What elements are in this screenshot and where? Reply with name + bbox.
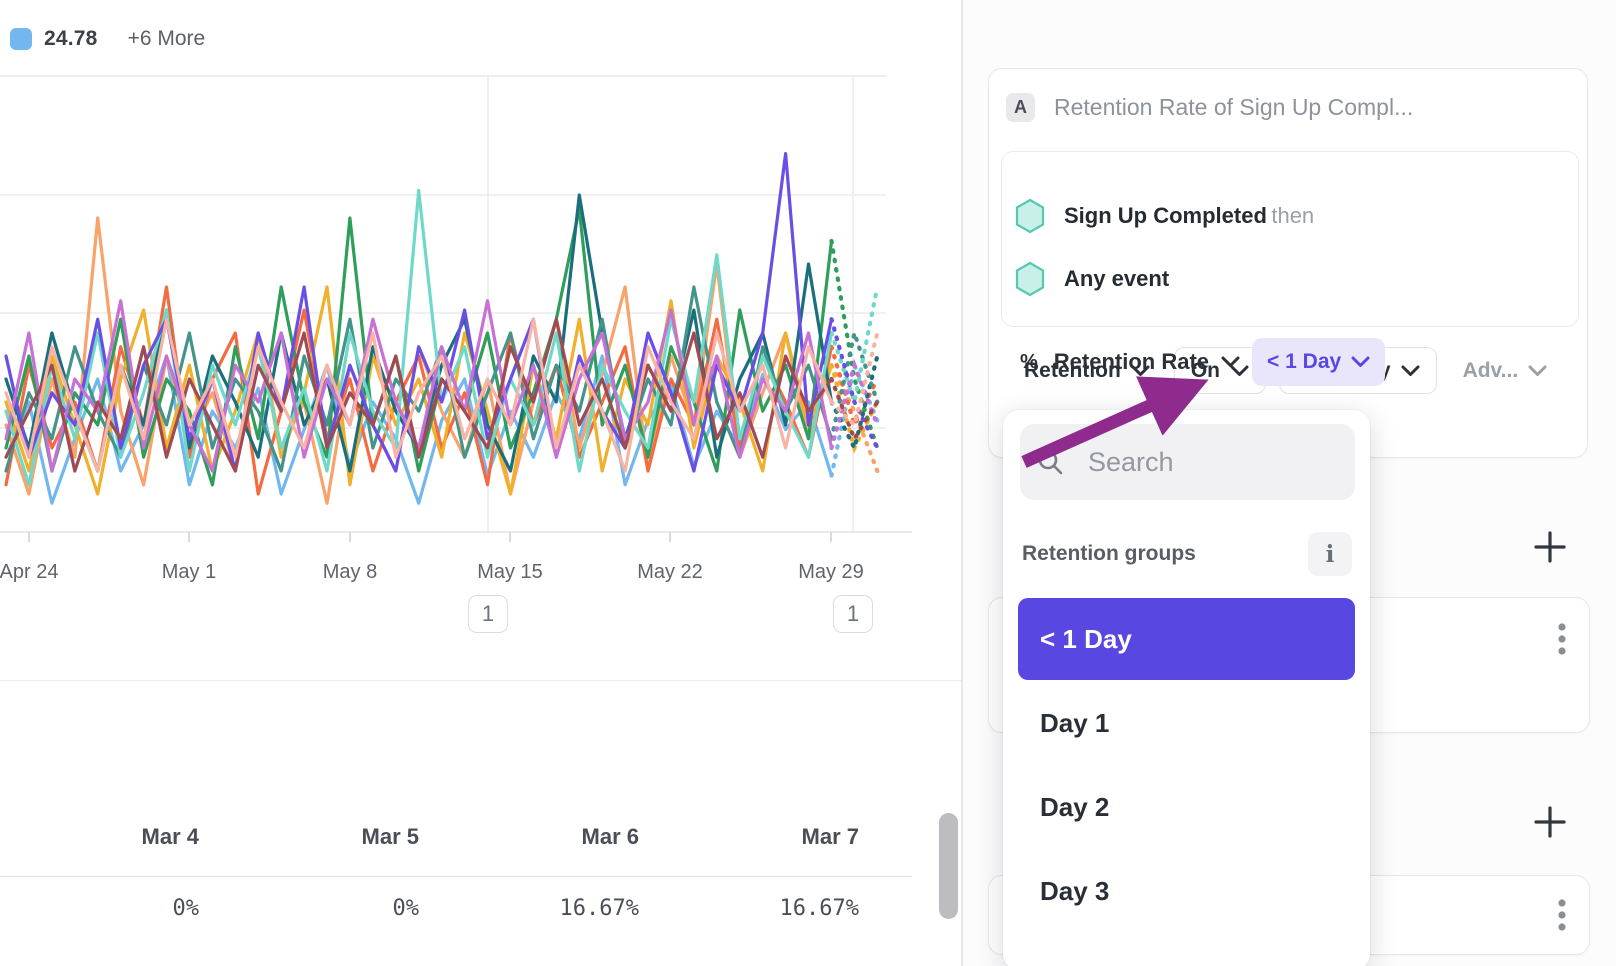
- chart-series-forecast-series-9: [829, 317, 880, 451]
- event-row-1[interactable]: Sign Up Completed then: [1015, 198, 1315, 234]
- interval-dropdown-menu: Retention groups i < 1 Day Day 1 Day 2 Day …: [1003, 410, 1370, 966]
- chart-series-series-11: [4, 317, 834, 473]
- chart-series-series-4: [4, 285, 834, 496]
- interval-option-day-2[interactable]: Day 2: [1040, 791, 1110, 822]
- table-header: Mar 5: [361, 824, 419, 849]
- panel-divider: [961, 0, 963, 966]
- chart-series-series-12: [4, 317, 834, 473]
- measure-row: % Retention Rate < 1 Day: [1020, 338, 1386, 386]
- chart-series-forecast-series-3: [829, 344, 880, 431]
- add-card-button[interactable]: [1533, 805, 1567, 839]
- chart-series-series-10: [4, 299, 834, 473]
- x-tick-label: May 22: [637, 561, 703, 583]
- chart-series-forecast-series-5: [829, 238, 880, 451]
- interval-option-day-1[interactable]: Day 1: [1040, 707, 1110, 738]
- chart-series-forecast-series-11: [829, 376, 880, 444]
- chevron-down-icon: [1528, 365, 1547, 376]
- advanced-dropdown[interactable]: Adv...: [1463, 359, 1548, 383]
- chart-series-series-9: [4, 152, 834, 473]
- interval-options-list: < 1 Day Day 1 Day 2 Day 3 Day 4: [1018, 598, 1355, 966]
- x-tick-label: May 15: [477, 561, 543, 583]
- x-tick-label: May 29: [798, 561, 864, 583]
- query-letter-badge: A: [1006, 93, 1035, 122]
- event-name[interactable]: Sign Up Completed: [1064, 203, 1267, 228]
- chevron-down-icon: [1351, 356, 1370, 367]
- interval-option-day-3[interactable]: Day 3: [1040, 875, 1110, 906]
- kebab-menu-icon[interactable]: [1557, 898, 1567, 934]
- event-row-2[interactable]: Any event: [1015, 261, 1170, 297]
- chevron-down-icon[interactable]: [1221, 356, 1240, 368]
- table-header: Mar 4: [141, 824, 199, 849]
- event-hexagon-icon: [1015, 198, 1045, 234]
- event-hexagon-icon: [1015, 261, 1045, 297]
- annotation-count-badge[interactable]: 1: [468, 595, 508, 633]
- vertical-scrollbar-thumb[interactable]: [939, 813, 958, 919]
- chart-legend: 24.78 +6 More: [10, 27, 205, 51]
- chevron-down-icon: [1230, 365, 1249, 376]
- chart-series-forecast-series-4: [829, 363, 880, 454]
- chart-series-forecast-series-8: [829, 284, 880, 411]
- annotation-count-badge[interactable]: 1: [833, 595, 873, 633]
- group-label: Retention groups: [1022, 542, 1196, 565]
- measure-dropdown[interactable]: Retention Rate: [1053, 349, 1210, 374]
- retention-mode-dropdown[interactable]: Retention: [1024, 359, 1150, 383]
- chart-panel: 24.78 +6 More Apr 24 May 1 May 8 May 15 May …: [0, 27, 961, 921]
- table-header: Mar 6: [581, 824, 639, 849]
- table-value: 16.67%: [779, 896, 859, 921]
- event-name[interactable]: Any event: [1064, 266, 1170, 291]
- table-header: Mar 7: [801, 824, 859, 849]
- x-tick-label: May 1: [161, 561, 217, 583]
- x-tick-label: Apr 24: [0, 561, 59, 583]
- event-group-card: Sign Up Completed then Any event Retenti…: [1001, 151, 1579, 394]
- chart-series-forecast-series-12: [829, 330, 880, 430]
- info-icon[interactable]: i: [1308, 532, 1352, 576]
- table-value: 16.67%: [559, 896, 639, 921]
- retention-line-chart: [0, 75, 912, 542]
- event-then-label: then: [1271, 203, 1315, 228]
- legend-more-toggle[interactable]: +6 More: [127, 27, 206, 50]
- x-tick-label: May 8: [322, 561, 378, 583]
- legend-value[interactable]: 24.78: [44, 27, 98, 50]
- chart-series-forecast-series-10: [829, 358, 880, 451]
- interval-option-1-day[interactable]: < 1 Day: [1018, 598, 1355, 680]
- table-divider: [0, 876, 912, 877]
- section-divider: [0, 680, 961, 681]
- interval-option-day-4[interactable]: Day 4: [1018, 934, 1355, 966]
- search-box[interactable]: [1020, 424, 1355, 500]
- add-card-button[interactable]: [1533, 530, 1567, 564]
- query-card: A Retention Rate of Sign Up Compl... Sig…: [988, 68, 1588, 458]
- chart-series-series-8: [4, 188, 834, 487]
- table-value: 0%: [172, 896, 200, 921]
- search-input[interactable]: [1086, 445, 1330, 479]
- query-title[interactable]: Retention Rate of Sign Up Compl...: [1054, 94, 1414, 120]
- legend-swatch: [10, 28, 32, 50]
- chart-series-forecast-series-7: [829, 325, 880, 441]
- percent-icon: %: [1020, 350, 1038, 373]
- kebab-menu-icon[interactable]: [1557, 622, 1567, 658]
- search-icon: [1038, 450, 1063, 474]
- chevron-down-icon: [1401, 365, 1420, 376]
- chart-series-forecast-series-2: [829, 363, 880, 474]
- interval-selector[interactable]: < 1 Day: [1252, 338, 1386, 386]
- chevron-down-icon: [1131, 365, 1150, 376]
- table-value: 0%: [392, 896, 420, 921]
